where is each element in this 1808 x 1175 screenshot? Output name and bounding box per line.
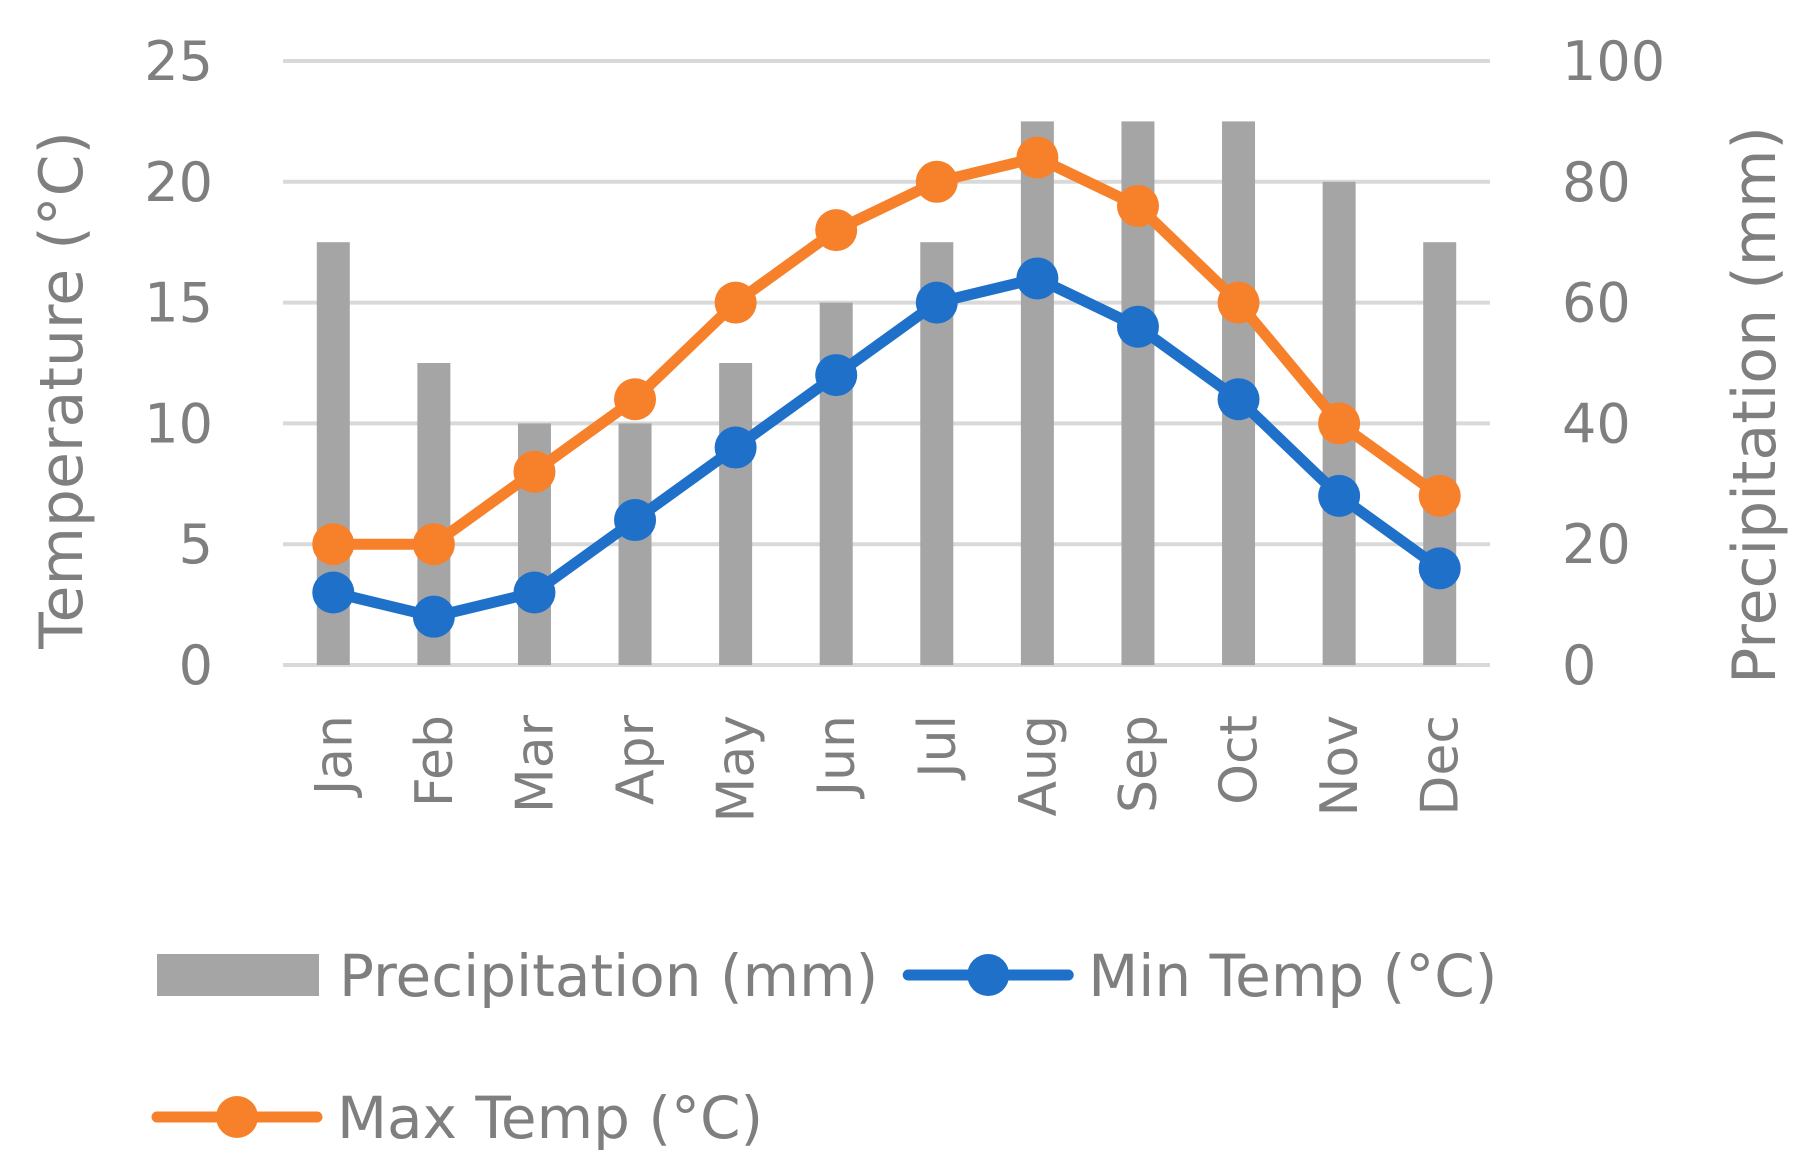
- gridlines: [283, 59, 1490, 667]
- left-axis-ticks: 0 5 10 15 20 25: [144, 30, 213, 697]
- precipitation-bar-apr: [618, 423, 652, 665]
- right-tick-label: 20: [1562, 513, 1631, 576]
- left-tick-label: 5: [179, 513, 213, 576]
- max-temp-point-jul: [915, 160, 958, 203]
- month-label-jun: Jun: [807, 715, 867, 799]
- precipitation-bar-dec: [1423, 242, 1457, 665]
- min-temp-point-feb: [412, 595, 455, 638]
- right-tick-label: 100: [1562, 30, 1665, 93]
- left-tick-label: 10: [144, 392, 213, 455]
- min-temp-point-oct: [1217, 378, 1260, 421]
- min-temp-point-jul: [915, 281, 958, 324]
- legend-label-precipitation: Precipitation (mm): [339, 942, 878, 1010]
- max-temp-point-feb: [412, 523, 455, 566]
- month-label-nov: Nov: [1310, 715, 1370, 817]
- min-temp-point-apr: [614, 499, 657, 542]
- right-tick-label: 0: [1562, 634, 1596, 697]
- max-temp-point-may: [714, 281, 757, 324]
- min-temp-point-jun: [815, 354, 858, 397]
- legend-swatch-max-temp-marker: [216, 1096, 258, 1138]
- right-tick-label: 80: [1562, 151, 1631, 214]
- month-label-mar: Mar: [505, 714, 565, 813]
- max-temp-point-mar: [513, 450, 556, 493]
- left-tick-label: 20: [144, 151, 213, 214]
- left-axis-title: Temperature (°C): [27, 131, 97, 650]
- min-temp-point-aug: [1016, 257, 1059, 300]
- max-temp-point-apr: [614, 378, 657, 421]
- max-temp-point-nov: [1318, 402, 1361, 445]
- right-axis-ticks: 0 20 40 60 80 100: [1562, 30, 1665, 697]
- month-label-apr: Apr: [606, 714, 666, 805]
- precipitation-bar-may: [719, 363, 753, 665]
- legend-swatch-min-temp-marker: [967, 954, 1010, 996]
- min-temp-point-jan: [312, 571, 355, 614]
- right-tick-label: 40: [1562, 392, 1631, 455]
- temperature-lines: [312, 136, 1461, 638]
- month-label-jan: Jan: [304, 715, 364, 798]
- right-axis-title: Precipitation (mm): [1720, 126, 1790, 684]
- month-label-aug: Aug: [1008, 715, 1068, 817]
- month-label-may: May: [707, 715, 767, 823]
- min-temp-point-may: [714, 426, 757, 469]
- month-label-sep: Sep: [1109, 715, 1169, 813]
- max-temp-point-jan: [312, 523, 355, 566]
- precipitation-bars: [316, 121, 1457, 666]
- precipitation-bar-aug: [1020, 121, 1054, 665]
- left-tick-label: 25: [144, 30, 213, 93]
- month-label-jul: Jul: [908, 715, 968, 781]
- min-temp-point-mar: [513, 571, 556, 614]
- left-tick-label: 15: [144, 272, 213, 335]
- left-tick-label: 0: [179, 634, 213, 697]
- min-temp-point-nov: [1318, 474, 1361, 517]
- min-temp-point-dec: [1418, 547, 1461, 590]
- right-tick-label: 60: [1562, 272, 1631, 335]
- max-temp-point-aug: [1016, 136, 1059, 179]
- legend-label-min-temp: Min Temp (°C): [1088, 942, 1497, 1010]
- month-label-feb: Feb: [405, 715, 465, 807]
- legend: Precipitation (mm) Min Temp (°C) Max Temp …: [151, 942, 1497, 1152]
- max-temp-point-sep: [1116, 184, 1159, 227]
- max-temp-point-oct: [1217, 281, 1260, 324]
- month-label-dec: Dec: [1411, 715, 1471, 816]
- max-temp-line: [327, 152, 1446, 550]
- legend-swatch-precipitation: [157, 954, 319, 996]
- min-temp-line: [327, 272, 1446, 623]
- month-labels: Jan Feb Mar Apr May Jun Jul Aug Sep Oct Nov Dec: [304, 714, 1470, 822]
- max-temp-point-dec: [1418, 474, 1461, 517]
- month-label-oct: Oct: [1210, 715, 1270, 805]
- min-temp-point-sep: [1116, 305, 1159, 348]
- legend-label-max-temp: Max Temp (°C): [337, 1084, 763, 1152]
- max-temp-point-jun: [815, 209, 858, 252]
